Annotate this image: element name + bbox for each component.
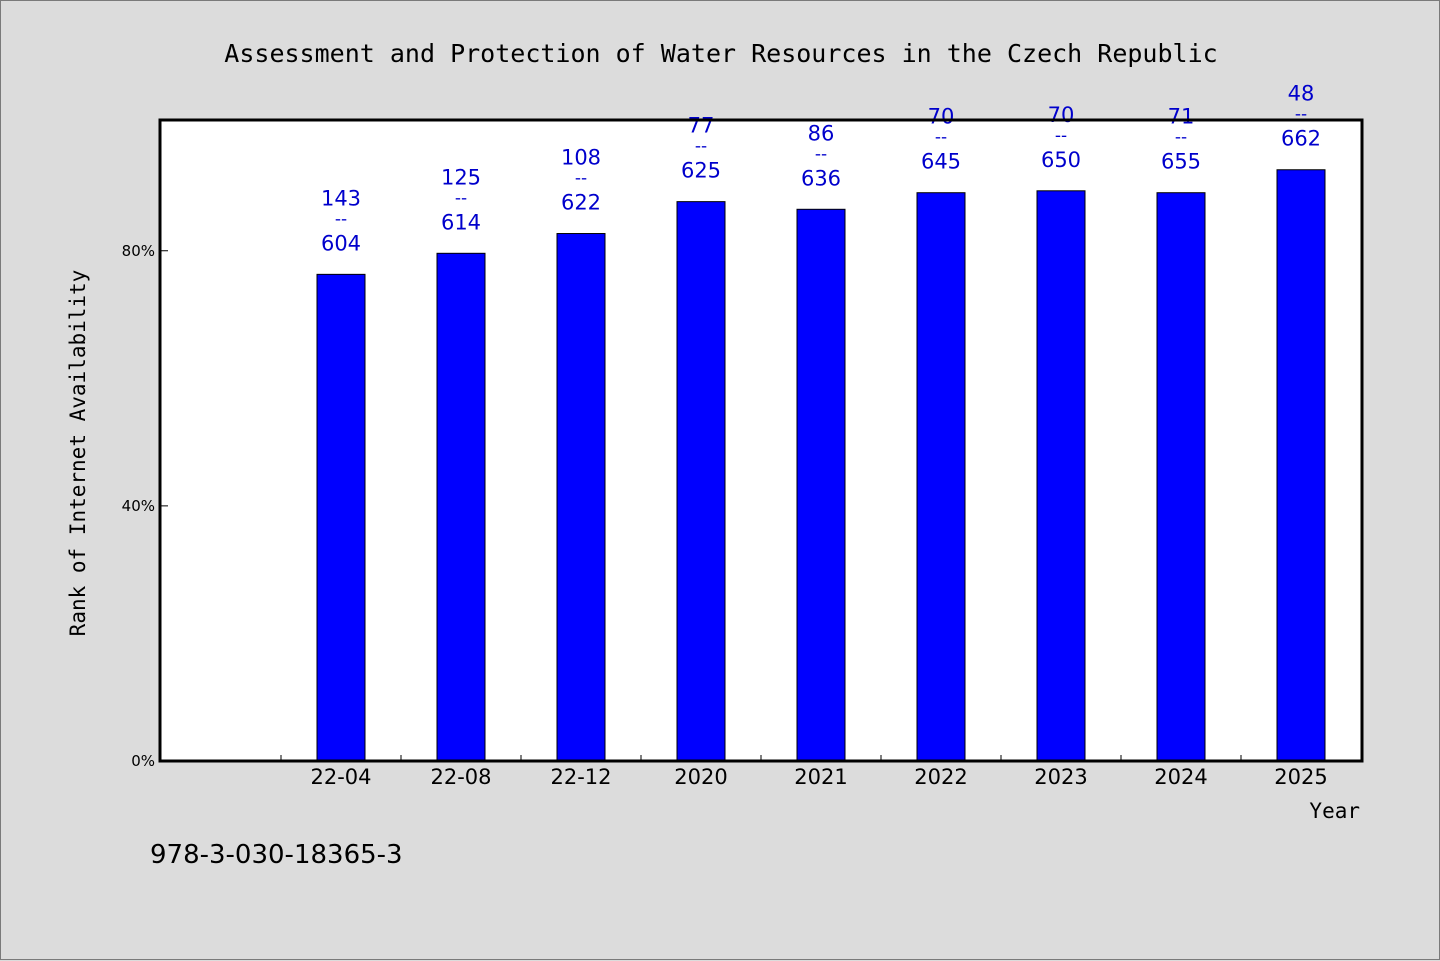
bar-2022 <box>916 192 966 762</box>
data-label: 77 <box>688 114 715 138</box>
data-label: 143 <box>321 186 361 210</box>
x-tick-label: 22-12 <box>550 765 611 789</box>
x-tick-label: 22-08 <box>430 765 491 789</box>
data-label: 70 <box>1048 103 1075 127</box>
y-tick-label: 80% <box>122 242 155 260</box>
chart-title: Assessment and Protection of Water Resou… <box>224 39 1217 68</box>
axis-ticks-group: 22-04 22-08 22-12 2020 2021 2022 2023 2024 2025 0… <box>122 242 1362 789</box>
x-tick-label: 2025 <box>1274 765 1327 789</box>
data-label: 86 <box>808 121 835 145</box>
data-label: 604 <box>321 231 361 255</box>
bar-2021 <box>796 208 846 762</box>
data-label: 662 <box>1281 127 1321 151</box>
bar-22-12 <box>556 233 606 762</box>
bars-group <box>316 169 1326 762</box>
data-label: 614 <box>441 210 481 234</box>
data-label: 625 <box>681 159 721 183</box>
data-label: 70 <box>928 105 955 129</box>
bar-2025 <box>1276 169 1326 762</box>
data-label: 645 <box>921 150 961 174</box>
data-label: -- <box>575 169 587 189</box>
data-label: -- <box>335 209 347 229</box>
bar-2023 <box>1036 190 1086 762</box>
data-label: -- <box>1175 128 1187 148</box>
data-label: 48 <box>1288 82 1315 106</box>
data-label: 655 <box>1161 150 1201 174</box>
y-axis-label: Rank of Internet Availability <box>66 270 90 637</box>
x-tick-label: 2021 <box>794 765 847 789</box>
isbn-text: 978-3-030-18365-3 <box>150 840 403 870</box>
data-label: 108 <box>561 146 601 170</box>
data-label: 71 <box>1168 105 1195 129</box>
plot-border <box>158 118 1364 763</box>
data-label: 636 <box>801 166 841 190</box>
bar-2024 <box>1156 192 1206 762</box>
y-tick-label: 40% <box>122 497 155 515</box>
x-tick-label: 22-04 <box>310 765 371 789</box>
data-label: 650 <box>1041 148 1081 172</box>
bar-22-04 <box>316 273 366 762</box>
data-label: -- <box>815 144 827 164</box>
data-labels-group: 143--604125--614108--62277--62586--63670… <box>321 82 1321 256</box>
x-tick-label: 2023 <box>1034 765 1087 789</box>
data-label: 125 <box>441 165 481 189</box>
data-label: -- <box>935 128 947 148</box>
x-axis-label: Year <box>1309 799 1360 823</box>
data-label: 622 <box>561 191 601 215</box>
x-tick-label: 2020 <box>674 765 727 789</box>
data-label: -- <box>455 188 467 208</box>
x-tick-label: 2022 <box>914 765 967 789</box>
data-label: -- <box>1055 126 1067 146</box>
x-tick-label: 2024 <box>1154 765 1207 789</box>
bar-2020 <box>676 201 726 762</box>
y-tick-label: 0% <box>131 752 155 770</box>
data-label: -- <box>1295 105 1307 125</box>
data-label: -- <box>695 137 707 157</box>
bar-22-08 <box>436 252 486 762</box>
